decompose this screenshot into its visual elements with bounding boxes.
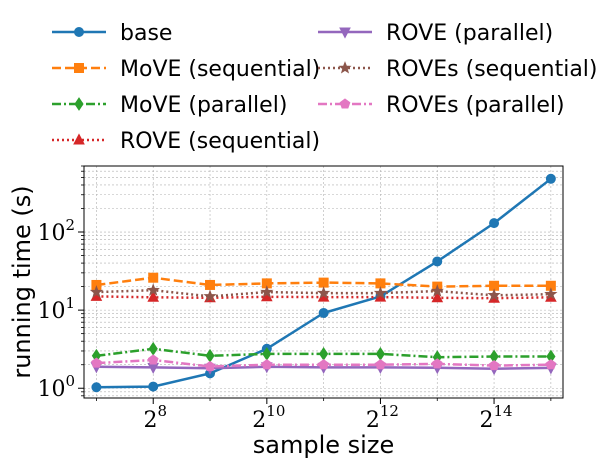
data-point xyxy=(147,354,159,365)
data-point xyxy=(545,359,557,370)
legend-entry-move-sequential: MoVE (sequential) xyxy=(52,57,320,82)
y-tick-label: 102 xyxy=(37,216,75,246)
legend-label: MoVE (sequential) xyxy=(120,57,320,82)
legend-entry-rove-sequential: ROVE (sequential) xyxy=(52,129,320,154)
legend-label: ROVE (sequential) xyxy=(120,129,320,154)
data-point xyxy=(205,348,215,363)
data-point xyxy=(487,288,501,301)
data-point xyxy=(204,360,216,371)
legend-entry-roves-parallel: ROVEs (parallel) xyxy=(318,93,565,118)
data-point xyxy=(545,173,556,184)
legend-marker xyxy=(339,98,351,109)
data-point xyxy=(432,256,443,267)
data-point xyxy=(318,359,329,370)
data-point xyxy=(318,346,329,361)
data-point xyxy=(148,381,159,392)
series-roves-parallel xyxy=(91,354,557,371)
legend-label: ROVEs (sequential) xyxy=(386,57,598,82)
data-point xyxy=(375,359,386,370)
legend-label: ROVEs (parallel) xyxy=(386,93,565,118)
series-layer xyxy=(89,173,558,393)
legend-marker xyxy=(338,61,352,74)
legend: base MoVE (sequential) MoVE (parallel) ROVE… xyxy=(52,21,598,154)
data-point xyxy=(261,359,273,370)
data-point xyxy=(430,284,444,297)
legend-entry-base: base xyxy=(52,21,172,46)
data-point xyxy=(89,285,104,298)
data-point xyxy=(91,357,102,368)
y-axis-label: running time (s) xyxy=(8,185,36,378)
data-point xyxy=(147,290,160,302)
data-point xyxy=(148,272,159,283)
y-tick-label: 101 xyxy=(37,294,75,324)
ticks: 100 101 102 28 210 212 214 xyxy=(37,165,552,433)
data-point xyxy=(146,283,160,296)
series-line-roves-sequential xyxy=(96,288,551,298)
legend-marker xyxy=(73,133,85,145)
data-point xyxy=(431,291,444,303)
x-axis-label: sample size xyxy=(253,431,394,459)
data-point xyxy=(373,286,388,299)
data-point xyxy=(203,289,217,302)
data-point xyxy=(205,279,216,290)
data-point xyxy=(431,358,443,369)
legend-marker xyxy=(74,63,84,73)
data-point xyxy=(375,346,386,361)
series-base xyxy=(91,173,556,393)
data-point xyxy=(148,341,158,356)
legend-marker xyxy=(339,27,351,39)
legend-entry-rove-parallel: ROVE (parallel) xyxy=(318,21,553,46)
legend-entry-roves-sequential: ROVEs (sequential) xyxy=(318,57,598,82)
data-point xyxy=(488,359,500,371)
x-tick-label: 210 xyxy=(252,402,285,433)
data-point xyxy=(316,286,331,299)
series-line-rove-sequential xyxy=(96,295,551,300)
legend-entry-move-parallel: MoVE (parallel) xyxy=(52,93,287,118)
legend-marker xyxy=(74,27,84,37)
legend-label: MoVE (parallel) xyxy=(120,93,287,118)
data-point xyxy=(318,277,329,288)
legend-label: ROVE (parallel) xyxy=(386,21,553,46)
y-tick-label: 100 xyxy=(37,372,75,402)
plot-area: 100 101 102 28 210 212 214 xyxy=(37,165,564,433)
x-tick-label: 28 xyxy=(143,402,167,433)
data-point xyxy=(91,382,102,393)
data-point xyxy=(318,307,329,318)
x-tick-label: 212 xyxy=(366,402,399,433)
data-point xyxy=(260,285,274,298)
data-point xyxy=(544,287,558,300)
series-roves-sequential xyxy=(89,283,558,302)
legend-label: base xyxy=(120,21,172,46)
x-tick-label: 214 xyxy=(480,402,513,433)
data-point xyxy=(489,218,500,229)
legend-marker xyxy=(74,97,84,111)
